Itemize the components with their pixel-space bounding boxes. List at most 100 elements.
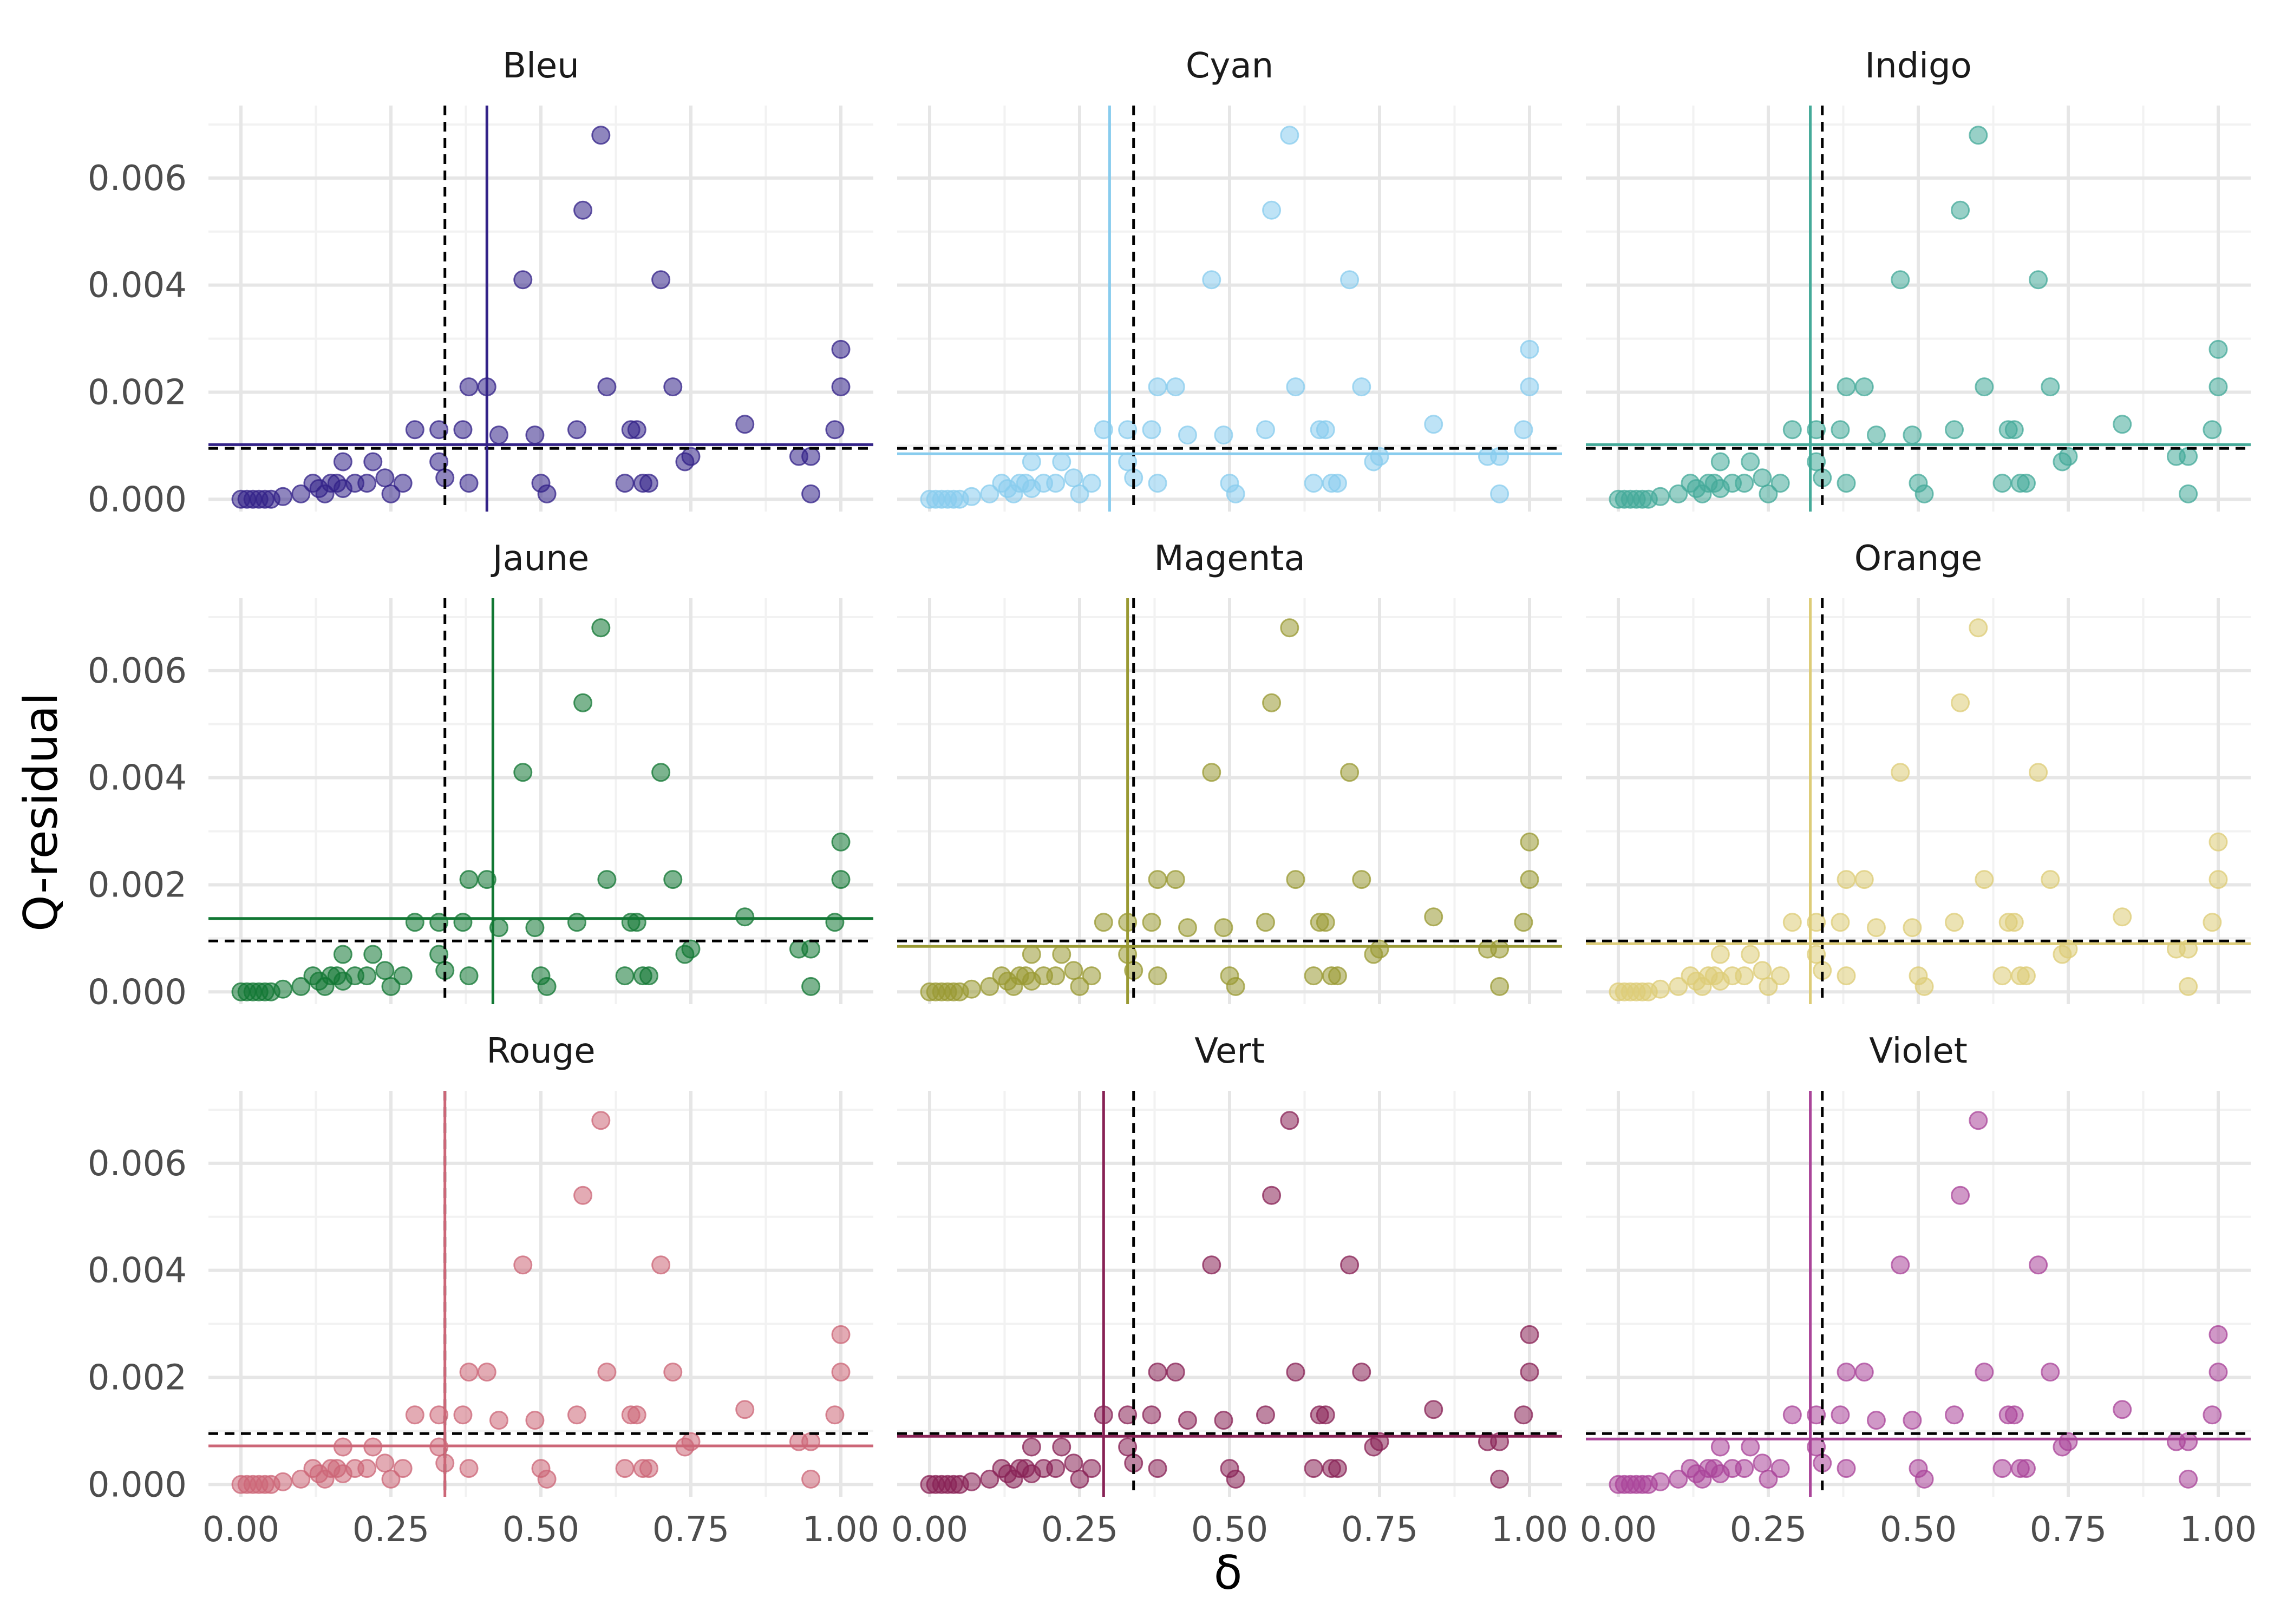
data-point bbox=[831, 1363, 851, 1382]
data-point bbox=[381, 1469, 401, 1489]
data-point bbox=[489, 1411, 508, 1430]
data-point bbox=[1352, 1363, 1371, 1382]
data-point bbox=[639, 1459, 658, 1478]
data-point bbox=[1304, 1459, 1323, 1478]
data-point bbox=[1969, 1111, 1988, 1130]
data-point bbox=[1903, 918, 1922, 938]
data-point bbox=[1202, 1255, 1221, 1275]
data-point bbox=[1914, 977, 1934, 996]
data-point bbox=[1854, 377, 1874, 397]
data-point bbox=[1082, 1459, 1101, 1478]
data-point bbox=[2113, 907, 2132, 927]
data-point bbox=[962, 1472, 982, 1491]
y-tick-label: 0.002 bbox=[88, 372, 187, 412]
data-point bbox=[2016, 1459, 2036, 1478]
data-point bbox=[393, 474, 413, 493]
y-tick-label: 0.002 bbox=[88, 865, 187, 905]
data-point bbox=[381, 977, 401, 996]
data-point bbox=[459, 1363, 479, 1382]
y-tick-label: 0.006 bbox=[88, 1144, 187, 1184]
data-point bbox=[651, 270, 671, 290]
x-tick-label: 0.75 bbox=[1341, 1510, 1419, 1550]
data-point bbox=[405, 1405, 424, 1425]
data-point bbox=[627, 1405, 646, 1425]
data-point bbox=[825, 913, 845, 932]
data-point bbox=[291, 1469, 311, 1489]
data-point bbox=[1514, 420, 1533, 440]
data-point bbox=[2208, 339, 2228, 359]
data-point bbox=[1837, 1363, 1856, 1382]
data-point bbox=[2041, 870, 2060, 889]
data-point bbox=[573, 200, 593, 220]
data-point bbox=[2004, 420, 2024, 440]
data-point bbox=[627, 913, 646, 932]
data-point bbox=[1866, 918, 1886, 938]
data-point bbox=[453, 913, 473, 932]
data-point bbox=[2113, 415, 2132, 434]
data-point bbox=[1142, 1405, 1161, 1425]
data-point bbox=[1316, 913, 1335, 932]
data-point bbox=[1891, 1255, 1910, 1275]
data-point bbox=[1328, 1459, 1347, 1478]
data-point bbox=[357, 1459, 377, 1478]
data-point bbox=[375, 1453, 395, 1473]
data-point bbox=[459, 1459, 479, 1478]
data-point bbox=[375, 468, 395, 488]
data-point bbox=[2203, 913, 2222, 932]
data-point bbox=[639, 966, 658, 986]
data-point bbox=[1094, 913, 1113, 932]
y-axis-title: Q-residual bbox=[14, 692, 68, 932]
data-point bbox=[1490, 939, 1510, 959]
facet-panel-orange: Orange bbox=[1586, 539, 2251, 1004]
data-point bbox=[1735, 966, 1754, 986]
data-point bbox=[525, 1411, 545, 1430]
data-point bbox=[1256, 1405, 1275, 1425]
data-point bbox=[1046, 474, 1066, 493]
data-point bbox=[980, 1469, 999, 1489]
data-point bbox=[333, 452, 352, 472]
facet-panel-cyan: Cyan bbox=[897, 46, 1562, 512]
data-point bbox=[459, 474, 479, 493]
data-point bbox=[453, 1405, 473, 1425]
data-point bbox=[1514, 913, 1533, 932]
data-point bbox=[1052, 452, 1071, 472]
data-point bbox=[1735, 1459, 1754, 1478]
data-point bbox=[537, 977, 557, 996]
data-point bbox=[1148, 870, 1167, 889]
data-point bbox=[525, 918, 545, 938]
data-point bbox=[1280, 618, 1299, 638]
data-point bbox=[573, 1186, 593, 1205]
data-point bbox=[2208, 1363, 2228, 1382]
data-point bbox=[273, 1472, 293, 1491]
data-point bbox=[1975, 1363, 1994, 1382]
data-point bbox=[1854, 1363, 1874, 1382]
data-point bbox=[1854, 870, 1874, 889]
data-point bbox=[291, 977, 311, 996]
data-point bbox=[1837, 1459, 1856, 1478]
data-point bbox=[1424, 1400, 1443, 1419]
data-point bbox=[513, 1255, 533, 1275]
data-point bbox=[1903, 425, 1922, 445]
data-point bbox=[1352, 377, 1371, 397]
data-point bbox=[1304, 474, 1323, 493]
data-point bbox=[663, 377, 683, 397]
data-point bbox=[980, 977, 999, 996]
data-point bbox=[962, 487, 982, 506]
data-point bbox=[1316, 1405, 1335, 1425]
data-point bbox=[1759, 484, 1778, 503]
data-point bbox=[1082, 474, 1101, 493]
y-tick-label: 0.000 bbox=[88, 1465, 187, 1505]
data-point bbox=[1759, 1469, 1778, 1489]
data-point bbox=[1944, 913, 1964, 932]
x-axis-title: δ bbox=[1214, 1546, 1243, 1600]
data-point bbox=[1118, 1437, 1138, 1457]
x-tick-label: 0.75 bbox=[652, 1510, 730, 1550]
data-point bbox=[1837, 966, 1856, 986]
data-point bbox=[1280, 1111, 1299, 1130]
data-point bbox=[537, 1469, 557, 1489]
data-point bbox=[525, 425, 545, 445]
data-point bbox=[2029, 1255, 2048, 1275]
y-tick-label: 0.006 bbox=[88, 159, 187, 199]
facet-strip-title: Jaune bbox=[491, 539, 590, 579]
